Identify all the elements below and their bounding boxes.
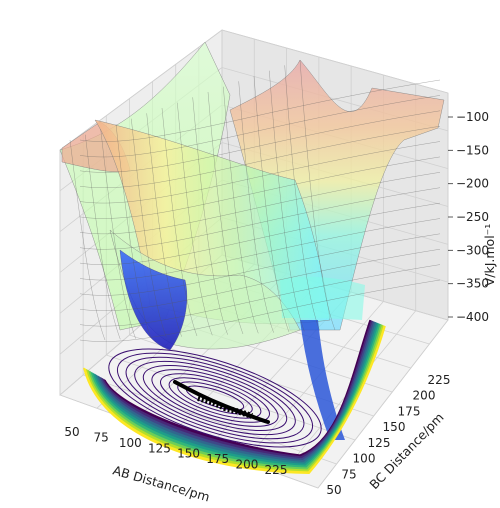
y-tick-label-2: 100	[353, 452, 376, 466]
surface-mesh	[69, 59, 441, 342]
potential-surface	[59, 41, 445, 440]
y-tick-label-0: 50	[326, 483, 341, 497]
contour-ring-1	[177, 381, 253, 415]
contour-ring-4	[151, 369, 279, 427]
contour-ring-9	[108, 348, 322, 448]
x-tick-label-0: 50	[64, 425, 79, 439]
surface-deep-well	[119, 249, 188, 351]
x-tick-label-4: 150	[177, 447, 200, 461]
contour-ring-5	[142, 364, 288, 432]
z-tick-label-5: −350	[456, 277, 489, 291]
z-tick-label-6: −400	[456, 310, 489, 324]
y-tick-label-1: 75	[341, 467, 356, 481]
y-tick-label-7: 225	[428, 373, 451, 387]
z-tick-label-3: −250	[456, 210, 489, 224]
contour-ring-8	[116, 352, 314, 444]
x-tick-label-7: 225	[265, 463, 288, 477]
contour-ring-7	[125, 356, 305, 440]
x-tick-label-5: 175	[206, 452, 229, 466]
contour-ring-3	[160, 373, 270, 423]
x-tick-label-2: 100	[119, 436, 142, 450]
z-tick-label-0: −100	[456, 110, 489, 124]
x-tick-label-1: 75	[93, 430, 108, 444]
z-tick-labels: −100 −150 −200 −250 −300 −350 −400	[448, 110, 489, 324]
y-tick-label-4: 150	[383, 420, 406, 434]
contour-ring-2	[168, 377, 262, 419]
z-tick-label-2: −200	[456, 177, 489, 191]
x-tick-label-6: 200	[235, 458, 258, 472]
contour-line-29	[83, 325, 386, 474]
surface-channel-right	[300, 320, 345, 440]
y-tick-label-3: 125	[368, 436, 391, 450]
floor-contours	[83, 319, 386, 474]
reaction-trajectory	[173, 380, 270, 424]
z-axis-title: V/kJ.mol⁻¹	[482, 224, 497, 287]
y-axis-title: BC Distance/pm	[366, 410, 446, 492]
x-axis-title: AB Distance/pm	[111, 462, 211, 504]
x-tick-labels: 50 75 100 125 150 175 200 225	[64, 425, 287, 477]
contour-ring-6	[134, 360, 296, 436]
y-tick-label-6: 200	[413, 389, 436, 403]
y-tick-label-5: 175	[398, 404, 421, 418]
z-tick-label-4: −300	[456, 243, 489, 257]
x-tick-label-3: 125	[148, 441, 171, 455]
z-tick-label-1: −150	[456, 143, 489, 157]
surface-cyan-band	[280, 276, 365, 320]
